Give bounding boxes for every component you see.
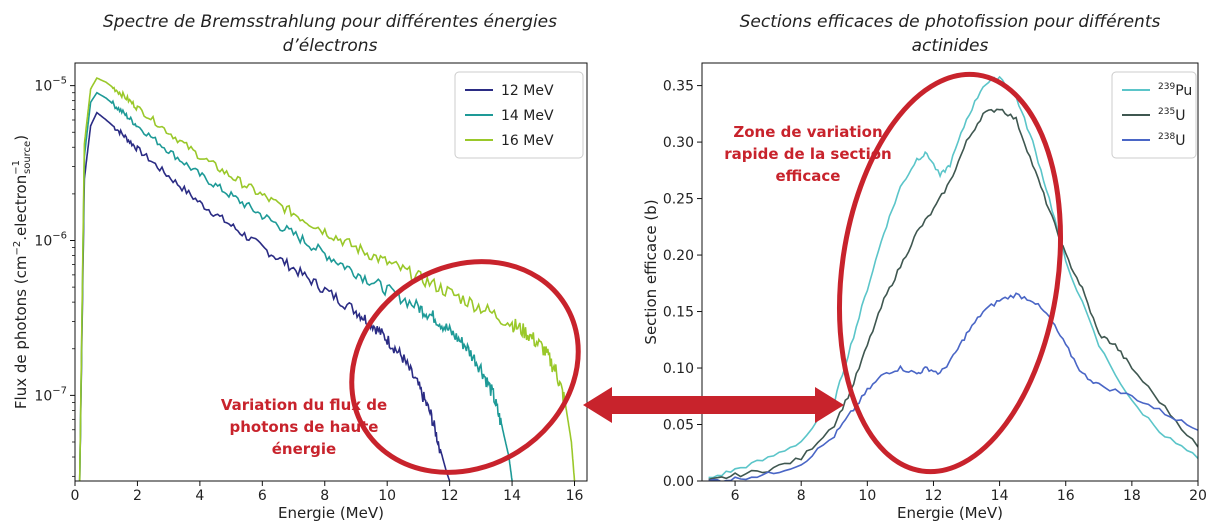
- left-annotation-line-3: énergie: [272, 440, 336, 458]
- x-tick-label: 18: [1123, 488, 1141, 504]
- highlight-ellipse-right: [836, 71, 1064, 475]
- x-tick-label: 6: [258, 488, 267, 504]
- y-tick-label: 0.15: [663, 305, 694, 321]
- x-tick-label: 12: [925, 488, 943, 504]
- x-tick-label: 16: [1057, 488, 1075, 504]
- x-tick-label: 0: [71, 488, 80, 504]
- highlight-ellipse-left: [349, 259, 581, 475]
- y-tick-label: 0.35: [663, 79, 694, 95]
- plot-frame: [701, 62, 1199, 482]
- y-axis-label: Section efficace (b): [642, 199, 660, 344]
- x-tick-label: 8: [797, 488, 806, 504]
- x-tick-label: 10: [378, 488, 396, 504]
- legend-label: 14 MeV: [501, 108, 554, 124]
- y-tick-label: 0.30: [663, 135, 694, 151]
- series-line-14-mev: [78, 91, 513, 481]
- x-tick-label: 12: [441, 488, 459, 504]
- x-tick-label: 2: [133, 488, 142, 504]
- x-tick-label: 8: [320, 488, 329, 504]
- right-chart-title: Sections efficaces de photofission pour …: [690, 10, 1210, 58]
- legend-label: 238U: [1158, 132, 1185, 149]
- legend-box: [454, 71, 584, 159]
- legend: 239Pu 235U 238U: [1111, 71, 1197, 159]
- y-tick-label: 10−7: [34, 385, 67, 404]
- series-line-238u: [708, 292, 1198, 481]
- y-tick-label: 0.05: [663, 418, 694, 434]
- left-title-line-2: d’électrons: [282, 36, 378, 56]
- series-line-16-mev: [78, 76, 576, 481]
- legend-label: 235U: [1158, 107, 1185, 124]
- left-annotation-line-2: photons de haute: [230, 418, 379, 436]
- annotation-overlay: Variation du flux de photons de haute éner…: [221, 71, 1064, 475]
- legend-box: [1111, 71, 1197, 159]
- left-annotation-line-1: Variation du flux de: [221, 396, 387, 414]
- right-title-line-1: Sections efficaces de photofission pour …: [739, 12, 1161, 32]
- x-tick-label: 16: [566, 488, 584, 504]
- legend: 12 MeV 14 MeV 16 MeV: [454, 71, 584, 159]
- y-tick-label: 0.00: [663, 474, 694, 490]
- y-tick-label: 0.10: [663, 361, 694, 377]
- x-tick-label: 14: [991, 488, 1009, 504]
- plot-frame: [74, 62, 588, 482]
- y-tick-label: 10−5: [34, 76, 67, 95]
- bremsstrahlung-chart: 0 2 4 6 8 10 12 14 16 10−7 10−6 10−5 Energie (MeV) Fl…: [11, 62, 588, 522]
- legend-label: 239Pu: [1158, 82, 1192, 99]
- series-line-235u: [708, 108, 1198, 481]
- x-tick-label: 14: [503, 488, 521, 504]
- photofission-chart: 6 8 10 12 14 16 18 20 0.00 0.05 0.10 0.15 0.20 0.25 0.…: [642, 62, 1207, 522]
- x-tick-label: 10: [858, 488, 876, 504]
- x-tick-label: 6: [731, 488, 740, 504]
- right-annotation-line-1: Zone de variation: [733, 123, 882, 141]
- x-axis-label: Energie (MeV): [278, 504, 384, 522]
- right-annotation-line-3: efficace: [776, 167, 841, 185]
- y-axis-label: Flux de photons (cm−2.electron−1source): [11, 135, 33, 409]
- right-title-line-2: actinides: [911, 36, 989, 56]
- x-axis-label: Energie (MeV): [897, 504, 1003, 522]
- y-tick-label: 0.25: [663, 192, 694, 208]
- x-tick-label: 4: [195, 488, 204, 504]
- x-tick-label: 20: [1189, 488, 1207, 504]
- y-tick-label: 10−6: [34, 231, 67, 250]
- left-title-line-1: Spectre de Bremsstrahlung pour différent…: [103, 12, 557, 32]
- legend-label: 12 MeV: [501, 83, 554, 99]
- double-arrow: [583, 387, 844, 423]
- y-tick-label: 0.20: [663, 248, 694, 264]
- series-line-12-mev: [78, 111, 451, 481]
- legend-label: 16 MeV: [501, 133, 554, 149]
- left-chart-title: Spectre de Bremsstrahlung pour différent…: [60, 10, 600, 58]
- right-annotation-line-2: rapide de la section: [724, 145, 891, 163]
